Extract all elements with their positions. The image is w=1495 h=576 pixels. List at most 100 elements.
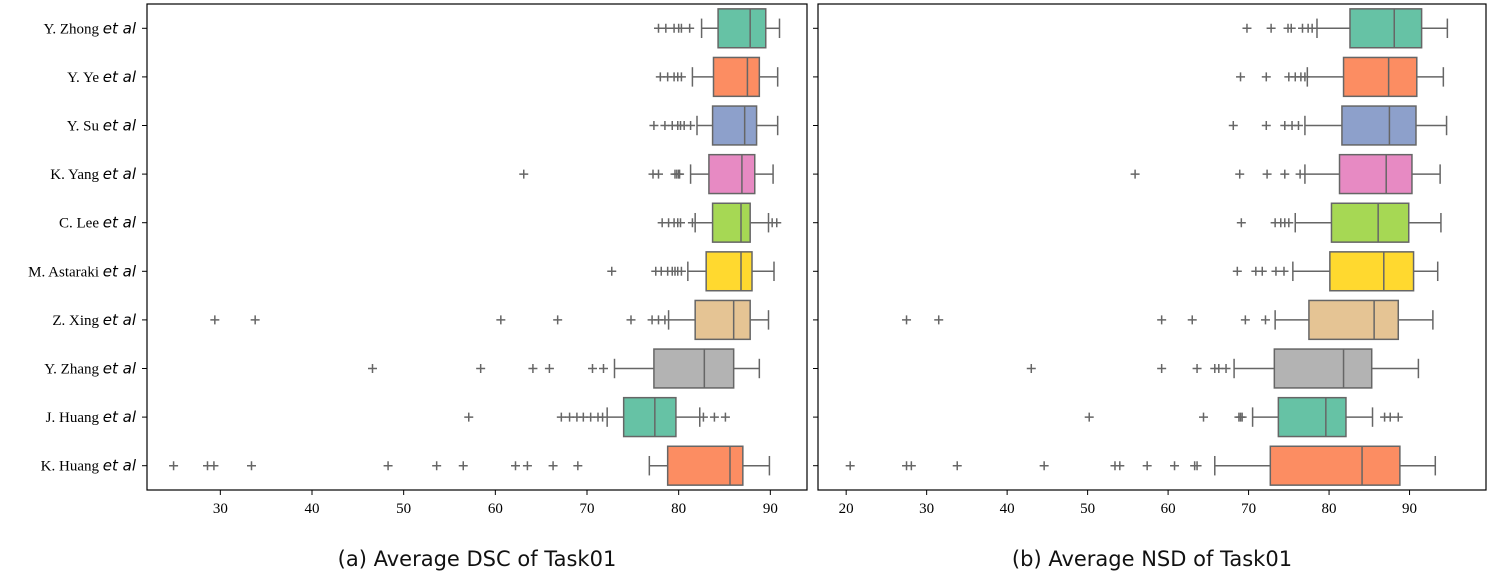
- outlier-point: [698, 412, 708, 422]
- outlier-point: [626, 315, 636, 325]
- box-group: [654, 8, 781, 49]
- outlier-point: [496, 315, 506, 325]
- outlier-point: [845, 461, 855, 471]
- x-tick-label: 40: [305, 501, 320, 517]
- iqr-box: [1330, 202, 1410, 243]
- outlier-point: [458, 461, 468, 471]
- box-group: [1130, 153, 1441, 195]
- x-tick-label: 60: [1161, 501, 1176, 517]
- iqr-box: [1308, 299, 1400, 341]
- team-label: Y. Su et al: [67, 117, 137, 135]
- iqr-box: [717, 8, 767, 49]
- outlier-point: [599, 364, 608, 373]
- x-tick-label: 50: [1080, 501, 1095, 517]
- outlier-point: [598, 412, 608, 422]
- iqr-box: [705, 251, 753, 292]
- box-group: [655, 56, 779, 98]
- outlier-point: [1280, 169, 1290, 179]
- iqr-box: [712, 56, 761, 98]
- box-group: [607, 251, 775, 292]
- outlier-point: [676, 218, 685, 228]
- outlier-point: [1242, 23, 1252, 33]
- outlier-point: [906, 461, 916, 471]
- outlier-point: [1295, 169, 1305, 179]
- outlier-point: [1115, 461, 1125, 471]
- box-group: [657, 202, 782, 243]
- team-label: Y. Zhang et al: [44, 360, 137, 378]
- outlier-point: [464, 412, 474, 422]
- box-group: [1228, 105, 1448, 146]
- x-tick-label: 30: [919, 501, 934, 517]
- box-group: [169, 445, 771, 486]
- outlier-point: [1130, 169, 1140, 179]
- x-tick-label: 90: [763, 501, 778, 517]
- outlier-point: [511, 461, 520, 471]
- outlier-point: [709, 412, 719, 422]
- x-tick-label: 20: [839, 501, 854, 517]
- outlier-point: [1237, 412, 1247, 422]
- iqr-box: [1269, 445, 1401, 486]
- outlier-point: [1228, 121, 1238, 130]
- outlier-point: [1236, 218, 1246, 228]
- box-group: [649, 105, 779, 146]
- box-group: [464, 396, 730, 438]
- outlier-point: [1262, 169, 1272, 179]
- outlier-point: [1307, 23, 1317, 33]
- box-group: [368, 348, 761, 389]
- outlier-point: [1039, 461, 1049, 471]
- x-tick-label: 70: [1241, 501, 1256, 517]
- plot-frame: [817, 3, 1487, 491]
- outlier-point: [247, 461, 256, 471]
- outlier-point: [383, 461, 393, 471]
- x-tick-label: 70: [580, 501, 595, 517]
- outlier-point: [676, 72, 686, 82]
- outlier-point: [685, 23, 695, 33]
- iqr-box: [1273, 348, 1373, 389]
- outlier-point: [476, 364, 486, 373]
- panel-caption: (b) Average NSD of Task01: [1012, 547, 1292, 571]
- x-tick-label: 60: [488, 501, 503, 517]
- team-label: K. Yang et al: [50, 165, 137, 183]
- outlier-point: [1084, 412, 1094, 422]
- outlier-point: [588, 364, 597, 373]
- outlier-point: [1192, 461, 1202, 471]
- outlier-point: [1236, 72, 1246, 82]
- outlier-point: [1300, 72, 1310, 82]
- outlier-point: [522, 461, 532, 471]
- outlier-point: [1266, 23, 1276, 33]
- team-label: J. Huang et al: [46, 408, 137, 426]
- outlier-point: [1199, 412, 1209, 422]
- box-group: [1242, 8, 1449, 49]
- outlier-point: [1142, 461, 1152, 471]
- outlier-point: [1393, 412, 1403, 422]
- team-label: K. Huang et al: [41, 457, 137, 475]
- iqr-box: [711, 202, 751, 243]
- outlier-point: [934, 315, 944, 325]
- panel-dsc: 30 40 50 60 70 80 90 Y. Zhong et al Y. Ye et al Y…: [28, 3, 808, 571]
- outlier-point: [676, 23, 686, 33]
- outlier-point: [528, 364, 538, 373]
- outlier-point: [952, 461, 962, 471]
- iqr-box: [1329, 251, 1415, 292]
- outlier-point: [607, 266, 617, 276]
- outlier-point: [1187, 315, 1197, 325]
- box-group: [845, 445, 1437, 486]
- outlier-point: [1240, 315, 1250, 325]
- iqr-box: [1338, 153, 1413, 195]
- outlier-point: [686, 121, 696, 130]
- box-group: [1084, 396, 1403, 438]
- outlier-point: [519, 169, 529, 179]
- outlier-point: [1257, 266, 1267, 276]
- iqr-box: [1277, 396, 1347, 438]
- box-group: [1236, 202, 1442, 243]
- outlier-point: [1221, 364, 1231, 373]
- x-tick-label: 90: [1402, 501, 1417, 517]
- x-tick-label: 40: [1000, 501, 1015, 517]
- outlier-point: [573, 461, 583, 471]
- outlier-point: [553, 315, 563, 325]
- outlier-point: [649, 121, 659, 130]
- outlier-point: [556, 412, 566, 422]
- outlier-point: [1261, 72, 1271, 82]
- outlier-point: [772, 218, 782, 228]
